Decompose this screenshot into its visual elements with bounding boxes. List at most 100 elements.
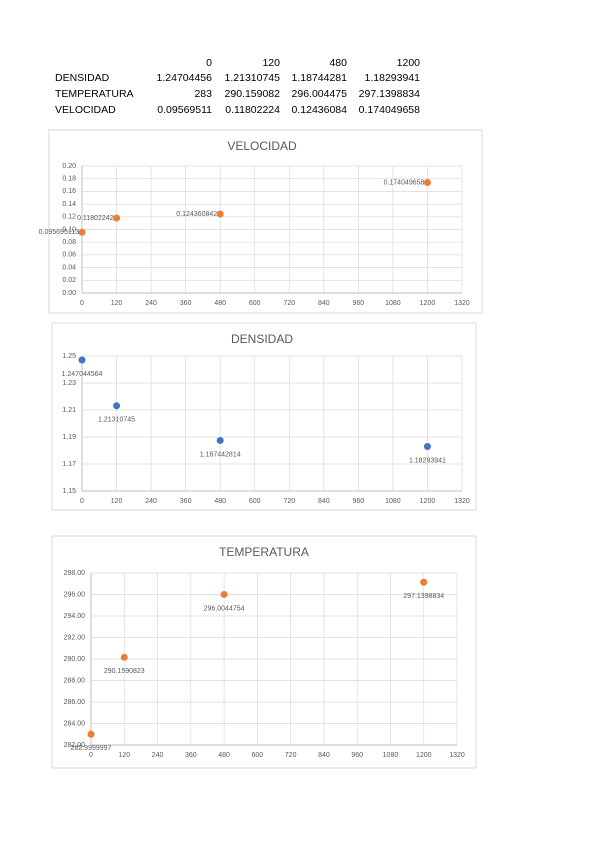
y-tick-label: 1.19 [62,434,76,441]
row-label: TEMPERATURA [55,88,134,100]
x-tick-label: 120 [118,752,130,759]
chart-title: VELOCIDAD [227,139,297,153]
y-tick-label: 1.17 [62,461,76,468]
x-tick-label: 1200 [416,752,432,759]
point [216,210,224,218]
data-label: 0.124360842 [176,211,217,218]
y-tick-label: 0.10 [62,226,76,233]
point [78,356,86,364]
x-tick-label: 240 [145,498,157,505]
chart-title: DENSIDAD [231,332,293,346]
x-tick-label: 1200 [420,300,436,307]
x-tick-label: 0 [89,752,93,759]
x-tick-label: 360 [180,300,192,307]
cell: 296.004475 [292,88,348,100]
point [220,590,228,598]
point [113,402,121,410]
x-tick-label: 240 [152,752,164,759]
point [120,653,128,661]
data-label: 1.247044564 [62,371,103,378]
y-tick-label: 1.15 [62,488,76,495]
column-header: 0 [206,57,212,69]
y-tick-label: 282.00 [64,742,86,749]
point [216,436,224,444]
chart-frame [51,535,477,769]
column-header: 120 [262,57,280,69]
data-label: 1.187442814 [200,451,241,458]
x-tick-label: 240 [145,300,157,307]
x-tick-label: 600 [249,300,261,307]
y-tick-label: 0.08 [62,239,76,246]
point [423,443,431,451]
x-tick-label: 480 [214,498,226,505]
cell: 1.21310745 [225,72,281,84]
y-tick-label: 0.12 [62,214,76,221]
row-label: DENSIDAD [55,72,110,84]
point [423,178,431,186]
y-tick-label: 298.00 [64,570,86,577]
data-label: 296.0044754 [204,605,245,612]
y-tick-label: 284.00 [64,720,86,727]
x-tick-label: 960 [353,300,365,307]
y-tick-label: 1.21 [62,407,76,414]
x-tick-label: 1320 [449,752,465,759]
cell: 0.174049658 [359,104,420,116]
x-tick-label: 720 [283,498,295,505]
x-tick-label: 1080 [385,300,401,307]
cell: 0.11802224 [225,104,280,116]
y-tick-label: 0.14 [62,201,76,208]
x-tick-label: 480 [218,752,230,759]
data-label: 282.9999997 [71,745,112,752]
x-tick-label: 600 [252,752,264,759]
data-label: 0.174049658 [384,179,425,186]
chart-title: TEMPERATURA [219,545,309,559]
x-tick-label: 480 [214,300,226,307]
x-tick-label: 600 [249,498,261,505]
y-tick-label: 1.25 [62,353,76,360]
data-label: 290.1590823 [104,668,145,675]
data-label: 297.1398834 [403,593,444,600]
cell: 1.18293941 [365,72,421,84]
row-label: VELOCIDAD [55,104,116,116]
y-tick-label: 0.04 [62,264,76,271]
y-tick-label: 290.00 [64,656,86,663]
y-tick-label: 0.16 [62,188,76,195]
y-tick-label: 294.00 [64,613,86,620]
data-label: 1.18293941 [409,457,446,464]
point [420,578,428,586]
point [78,228,86,236]
x-tick-label: 0 [80,498,84,505]
y-tick-label: 288.00 [64,677,86,684]
y-tick-label: 0.02 [62,277,76,284]
point [87,730,95,738]
y-tick-label: 286.00 [64,699,86,706]
chart-frame [51,322,477,511]
x-tick-label: 1200 [420,498,436,505]
point [113,214,121,222]
x-tick-label: 1320 [454,300,470,307]
cell: 1.18744281 [292,72,348,84]
y-tick-label: 296.00 [64,591,86,598]
x-tick-label: 840 [318,300,330,307]
x-tick-label: 1080 [383,752,399,759]
x-tick-label: 960 [351,752,363,759]
y-tick-label: 1.23 [62,380,76,387]
y-tick-label: 0.00 [62,290,76,297]
x-tick-label: 840 [318,752,330,759]
data-label: 0.095695113 [39,229,79,236]
cell: 0.09569511 [157,104,212,116]
x-tick-label: 960 [353,498,365,505]
x-tick-label: 720 [283,300,295,307]
cell: 283 [194,88,212,100]
x-tick-label: 0 [80,300,84,307]
x-tick-label: 1080 [385,498,401,505]
y-tick-label: 0.20 [62,163,76,170]
column-header: 480 [329,57,347,69]
x-tick-label: 840 [318,498,330,505]
cell: 0.12436084 [292,104,348,116]
cell: 297.1398834 [359,88,420,100]
data-label: 0.11802242 [77,215,114,222]
y-tick-label: 0.18 [62,176,76,183]
cell: 1.24704456 [157,72,213,84]
